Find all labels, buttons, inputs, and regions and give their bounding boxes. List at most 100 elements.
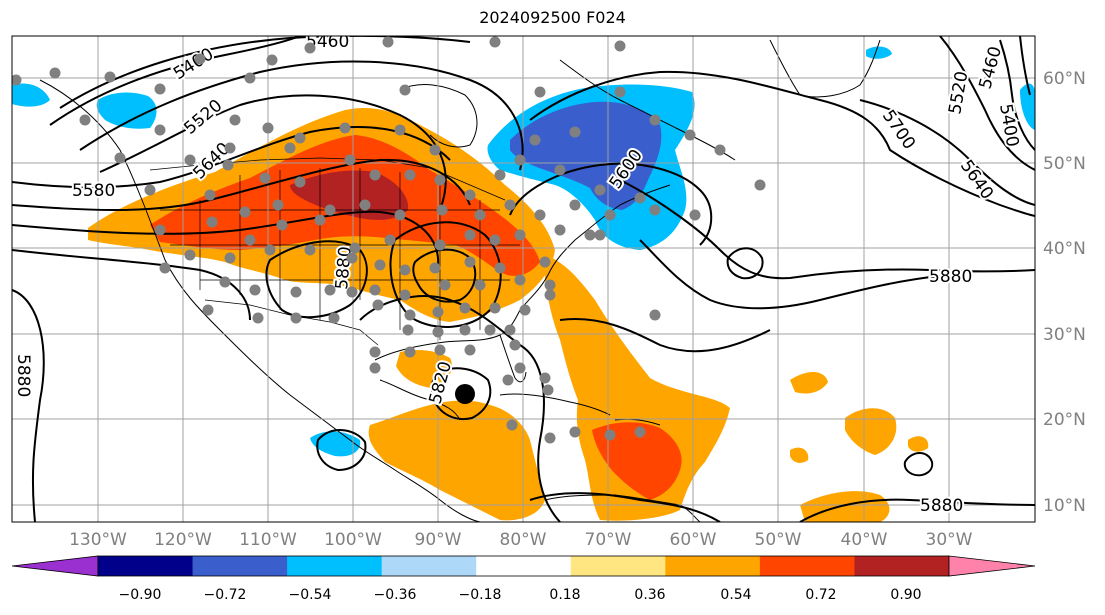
colorbar: −0.90 −0.72 −0.54 −0.36 −0.18 0.18 0.36 … xyxy=(11,555,1036,603)
map-title: 2024092500 F024 xyxy=(479,8,626,27)
station-marker xyxy=(569,199,581,211)
station-marker xyxy=(542,384,554,396)
station-marker xyxy=(614,86,626,98)
colorbar-segment xyxy=(665,556,761,576)
orange-region-central-america xyxy=(368,400,545,521)
contour-5640-mid xyxy=(509,162,713,246)
lon-label-110w: 110°W xyxy=(239,530,297,550)
colorbar-segment xyxy=(98,556,194,576)
station-marker xyxy=(569,426,581,438)
station-marker xyxy=(369,284,381,296)
height-contours xyxy=(12,36,1035,522)
station-marker xyxy=(439,279,451,291)
station-marker xyxy=(504,324,516,336)
station-marker xyxy=(429,144,441,156)
contour-5460 xyxy=(59,36,471,109)
station-marker xyxy=(344,154,356,166)
lon-label-80w: 80°W xyxy=(500,530,547,550)
station-marker xyxy=(328,312,340,324)
station-marker xyxy=(284,142,296,154)
station-marker xyxy=(714,144,726,156)
lat-label-40n: 40°N xyxy=(1043,239,1086,259)
station-marker xyxy=(614,40,626,52)
contour-5520 xyxy=(79,60,524,171)
lon-label-100w: 100°W xyxy=(324,530,382,550)
contour-5460-east xyxy=(999,39,1035,151)
contour-5580 xyxy=(12,126,451,189)
light-blue-region-greenland xyxy=(866,46,892,59)
contour-5640-east xyxy=(859,99,1035,206)
station-marker xyxy=(290,312,302,324)
station-marker xyxy=(262,122,274,134)
station-marker xyxy=(494,262,506,274)
contour-5860-ring xyxy=(726,247,764,280)
latitude-labels: 60°N 50°N 40°N 30°N 20°N 10°N xyxy=(1043,69,1086,516)
station-marker xyxy=(474,209,486,221)
station-marker xyxy=(159,262,171,274)
coastline-hudson-bay xyxy=(399,84,478,148)
orange-region-mid-atlantic-2 xyxy=(845,408,897,455)
station-marker xyxy=(349,242,361,254)
colorbar-segment xyxy=(854,556,950,576)
colorbar-segment xyxy=(759,556,855,576)
station-marker xyxy=(554,164,566,176)
colorbar-left-arrow xyxy=(11,555,99,577)
contour-5520-east xyxy=(939,36,1035,171)
coastline-labrador xyxy=(559,59,736,161)
station-marker xyxy=(534,86,546,98)
storm-center-marker xyxy=(455,384,475,404)
colorbar-label-9: 0.72 xyxy=(805,587,836,603)
station-marker xyxy=(12,74,22,86)
lon-label-60w: 60°W xyxy=(670,530,717,550)
colorbar-label-3: −0.54 xyxy=(289,587,332,603)
colorbar-segment xyxy=(287,556,383,576)
contour-mid-atlantic-trough xyxy=(559,318,771,353)
station-marker xyxy=(404,169,416,181)
station-marker xyxy=(224,142,236,154)
station-marker xyxy=(266,54,278,66)
station-marker xyxy=(649,204,661,216)
coastline-hispaniola xyxy=(614,418,661,426)
station-marker xyxy=(434,344,446,356)
colorbar-label-1: −0.90 xyxy=(119,587,162,603)
station-marker xyxy=(502,374,514,386)
station-marker xyxy=(434,174,446,186)
station-marker xyxy=(434,239,446,251)
station-marker xyxy=(339,122,351,134)
lon-label-40w: 40°W xyxy=(841,530,888,550)
lat-label-10n: 10°N xyxy=(1043,496,1086,516)
station-marker xyxy=(294,132,306,144)
contour-5880-caribbean xyxy=(529,492,721,522)
longitude-labels: 130°W 120°W 110°W 100°W 90°W 80°W 70°W 6… xyxy=(69,530,973,550)
colorbar-label-8: 0.54 xyxy=(720,587,751,603)
coastline-south-america xyxy=(544,494,701,522)
station-marker xyxy=(494,169,506,181)
lon-label-30w: 30°W xyxy=(926,530,973,550)
orange-region-east-atlantic xyxy=(908,436,929,452)
colorbar-right-arrow xyxy=(948,555,1036,577)
colorbar-label-6: 0.18 xyxy=(549,587,580,603)
light-blue-region-far-east xyxy=(1020,83,1035,130)
station-marker xyxy=(504,199,516,211)
colorbar-segment xyxy=(381,556,477,576)
station-markers xyxy=(12,36,766,444)
station-marker xyxy=(539,256,551,268)
lon-label-90w: 90°W xyxy=(415,530,462,550)
station-marker xyxy=(649,114,661,126)
colorbar-labels: −0.90 −0.72 −0.54 −0.36 −0.18 0.18 0.36 … xyxy=(119,587,922,603)
coastline-greenland xyxy=(769,39,881,98)
station-marker xyxy=(374,259,386,271)
station-marker xyxy=(544,289,556,301)
station-marker xyxy=(464,229,476,241)
station-marker xyxy=(506,419,518,431)
contour-label-10: 5880 xyxy=(920,496,963,516)
light-blue-region-pacific-nw xyxy=(96,92,157,129)
station-marker xyxy=(689,209,701,221)
station-marker xyxy=(484,324,496,336)
station-marker xyxy=(184,154,196,166)
station-marker xyxy=(244,234,256,246)
station-marker xyxy=(206,216,218,228)
colorbar-segment xyxy=(476,556,572,576)
contour-label-9: 5880 xyxy=(929,267,972,287)
orange-region-south-atlantic xyxy=(800,491,890,522)
